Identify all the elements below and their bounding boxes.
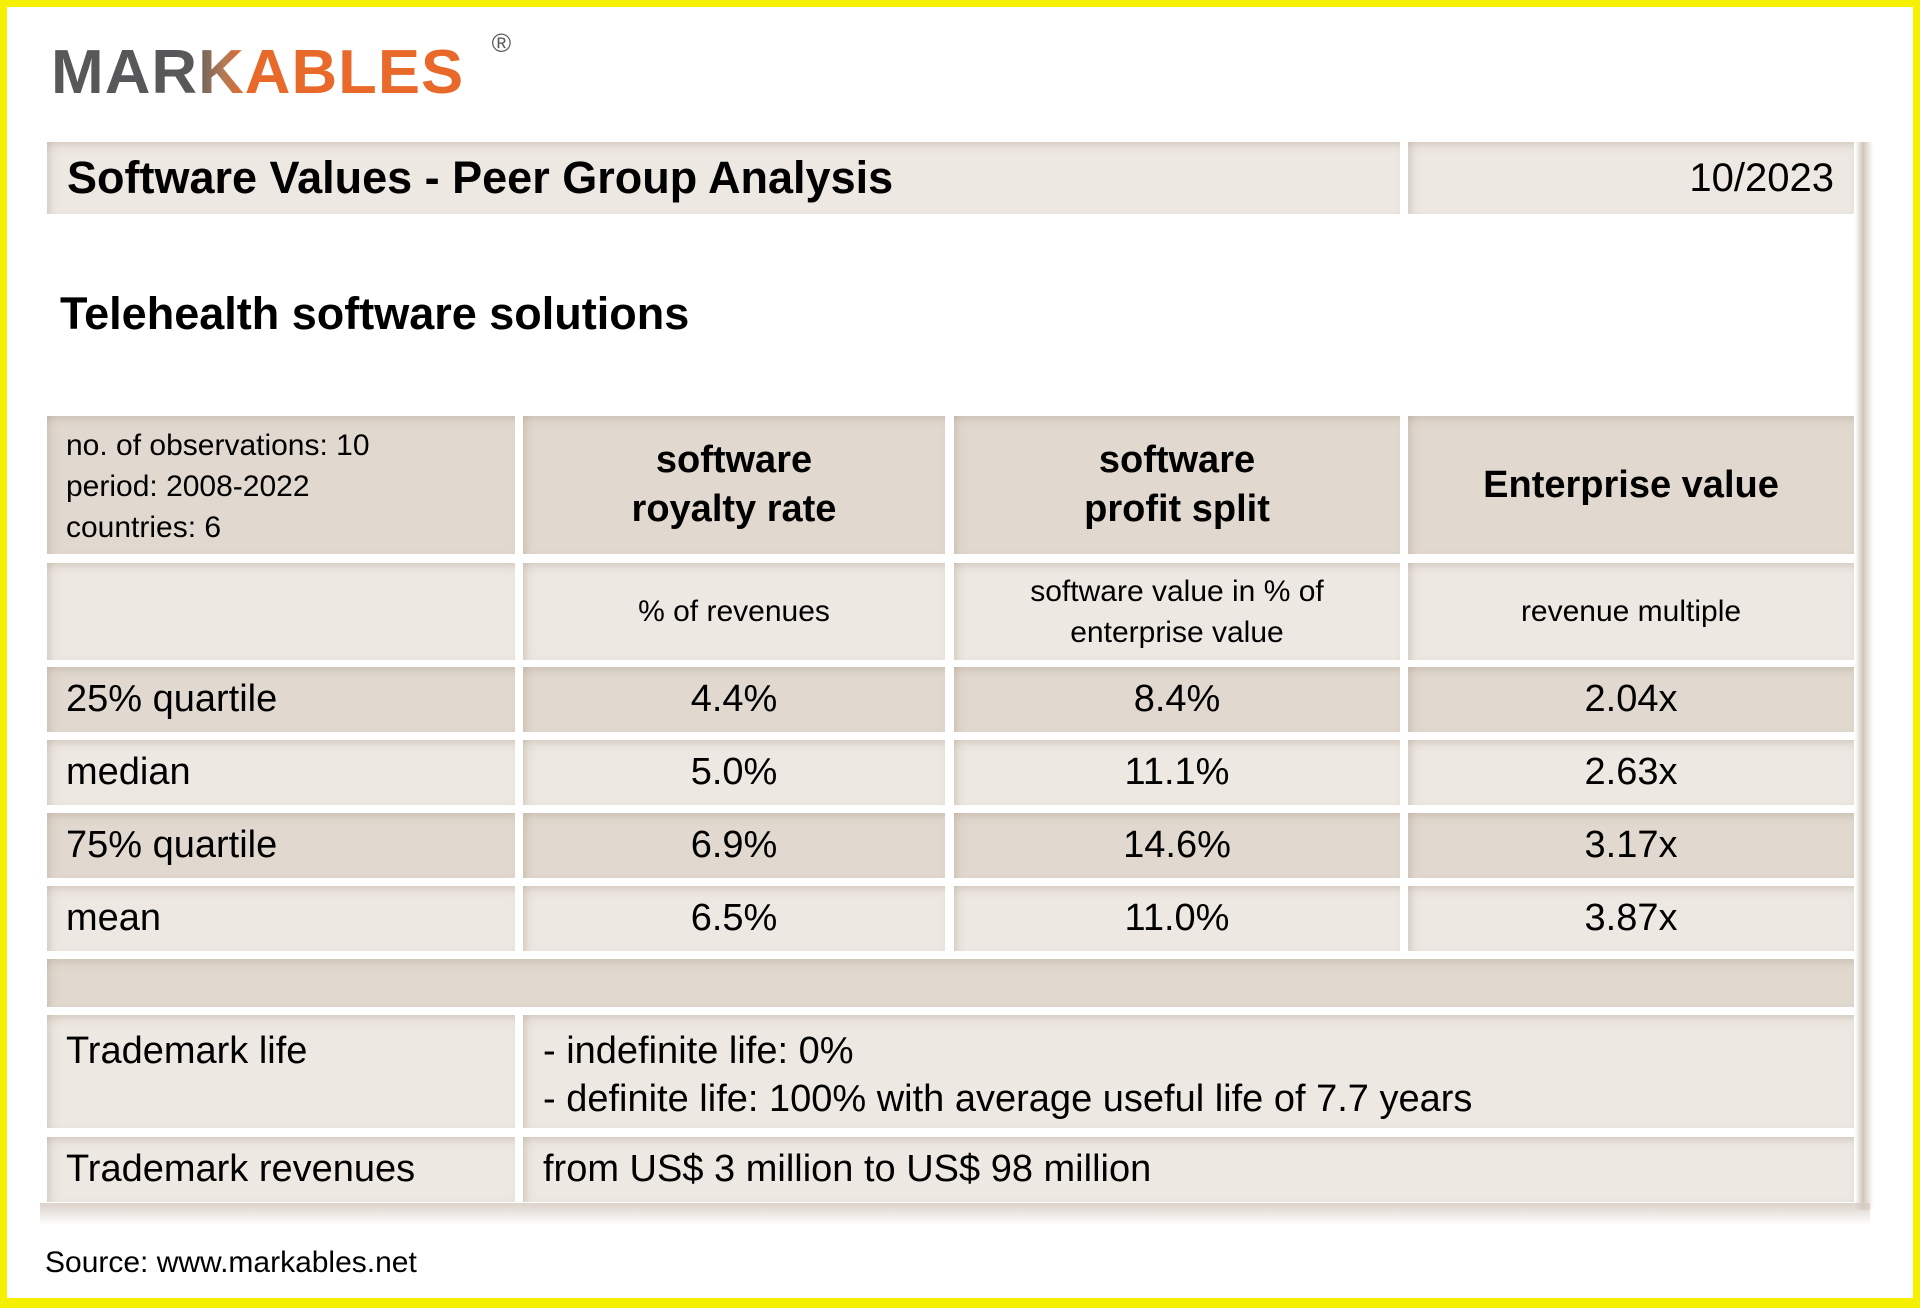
row-label-25-quartile: 25% quartile	[66, 678, 278, 720]
trademark-life-value-cell: - indefinite life: 0% - definite life: 1…	[523, 1015, 1854, 1128]
observations-count: no. of observations: 10	[66, 429, 370, 462]
row-label-75-quartile: 75% quartile	[66, 824, 278, 866]
value-enterprise-multiple: 3.87x	[1584, 897, 1678, 939]
source-note: Source: www.markables.net	[45, 1246, 417, 1279]
table-cell: 6.5%	[523, 886, 945, 951]
table-row-label: 75% quartile	[47, 813, 515, 878]
unit-profit-split: software value in % of enterprise value	[954, 563, 1400, 660]
table-bottom-shadow	[40, 1203, 1870, 1225]
registered-trademark-icon: ®	[491, 28, 513, 58]
countries-count: countries: 6	[66, 511, 222, 544]
title-bar: Software Values - Peer Group Analysis	[47, 142, 1400, 214]
value-enterprise-multiple: 3.17x	[1584, 824, 1678, 866]
trademark-revenues-label: Trademark revenues	[66, 1148, 416, 1190]
indefinite-life-text: - indefinite life: 0%	[543, 1030, 854, 1072]
table-cell: 11.0%	[954, 886, 1400, 951]
row-label-mean: mean	[66, 897, 162, 939]
period-range: period: 2008-2022	[66, 470, 310, 503]
column-title-line1: software	[1098, 439, 1256, 481]
value-profit-split: 11.1%	[1124, 751, 1230, 793]
value-royalty-rate: 6.9%	[690, 824, 778, 866]
trademark-life-label: Trademark life	[66, 1030, 308, 1072]
column-header-royalty-rate: software royalty rate	[523, 416, 945, 554]
value-royalty-rate: 4.4%	[690, 678, 778, 720]
table-cell: 11.1%	[954, 740, 1400, 805]
table-cell: 4.4%	[523, 667, 945, 732]
table-cell: 6.9%	[523, 813, 945, 878]
table-cell: 2.63x	[1408, 740, 1854, 805]
unit-label: revenue multiple	[1520, 595, 1742, 628]
unit-label-line2: enterprise value	[1070, 615, 1284, 649]
meta-info: no. of observations: 10 period: 2008-202…	[66, 425, 370, 548]
subheader-empty-cell	[47, 563, 515, 660]
column-title: Enterprise value	[1483, 463, 1779, 506]
trademark-life-label-cell: Trademark life	[47, 1015, 515, 1128]
logo-text-gradient: K	[198, 38, 245, 107]
column-title-line2: royalty rate	[631, 488, 837, 530]
table-right-shadow	[1855, 142, 1873, 1210]
value-profit-split: 8.4%	[1133, 678, 1221, 720]
column-header-enterprise-value: Enterprise value	[1408, 416, 1854, 554]
page-title: Software Values - Peer Group Analysis	[67, 152, 894, 203]
table-cell: 3.17x	[1408, 813, 1854, 878]
value-profit-split: 11.0%	[1124, 897, 1230, 939]
value-royalty-rate: 5.0%	[690, 751, 778, 793]
section-heading: Telehealth software solutions	[60, 288, 690, 339]
unit-label-line1: software value in % of	[1030, 574, 1324, 608]
value-enterprise-multiple: 2.63x	[1584, 751, 1678, 793]
date-cell: 10/2023	[1408, 142, 1854, 214]
row-label-median: median	[66, 751, 191, 793]
table-cell: 5.0%	[523, 740, 945, 805]
spacer-row	[47, 959, 1854, 1007]
trademark-revenues-value-cell: from US$ 3 million to US$ 98 million	[523, 1137, 1854, 1202]
table-cell: 3.87x	[1408, 886, 1854, 951]
trademark-revenues-label-cell: Trademark revenues	[47, 1137, 515, 1202]
unit-royalty-rate: % of revenues	[523, 563, 945, 660]
table-row-label: median	[47, 740, 515, 805]
value-profit-split: 14.6%	[1123, 824, 1231, 866]
markables-logo: MARKABLES ®	[51, 30, 511, 108]
logo-text-gray: MAR	[51, 38, 199, 107]
table-row-label: mean	[47, 886, 515, 951]
report-date: 10/2023	[1689, 155, 1834, 200]
meta-cell: no. of observations: 10 period: 2008-202…	[47, 416, 515, 554]
unit-label: % of revenues	[638, 595, 830, 628]
trademark-revenues-text: from US$ 3 million to US$ 98 million	[543, 1148, 1152, 1190]
logo-text-orange: ABLES	[244, 38, 465, 107]
column-title-line2: profit split	[1084, 488, 1270, 530]
column-header-profit-split: software profit split	[954, 416, 1400, 554]
table-cell: 2.04x	[1408, 667, 1854, 732]
value-royalty-rate: 6.5%	[690, 897, 778, 939]
column-title-line1: software	[655, 439, 813, 481]
definite-life-text: - definite life: 100% with average usefu…	[543, 1078, 1473, 1120]
table-row-label: 25% quartile	[47, 667, 515, 732]
unit-enterprise-value: revenue multiple	[1408, 563, 1854, 660]
value-enterprise-multiple: 2.04x	[1584, 678, 1678, 720]
table-cell: 8.4%	[954, 667, 1400, 732]
table-cell: 14.6%	[954, 813, 1400, 878]
